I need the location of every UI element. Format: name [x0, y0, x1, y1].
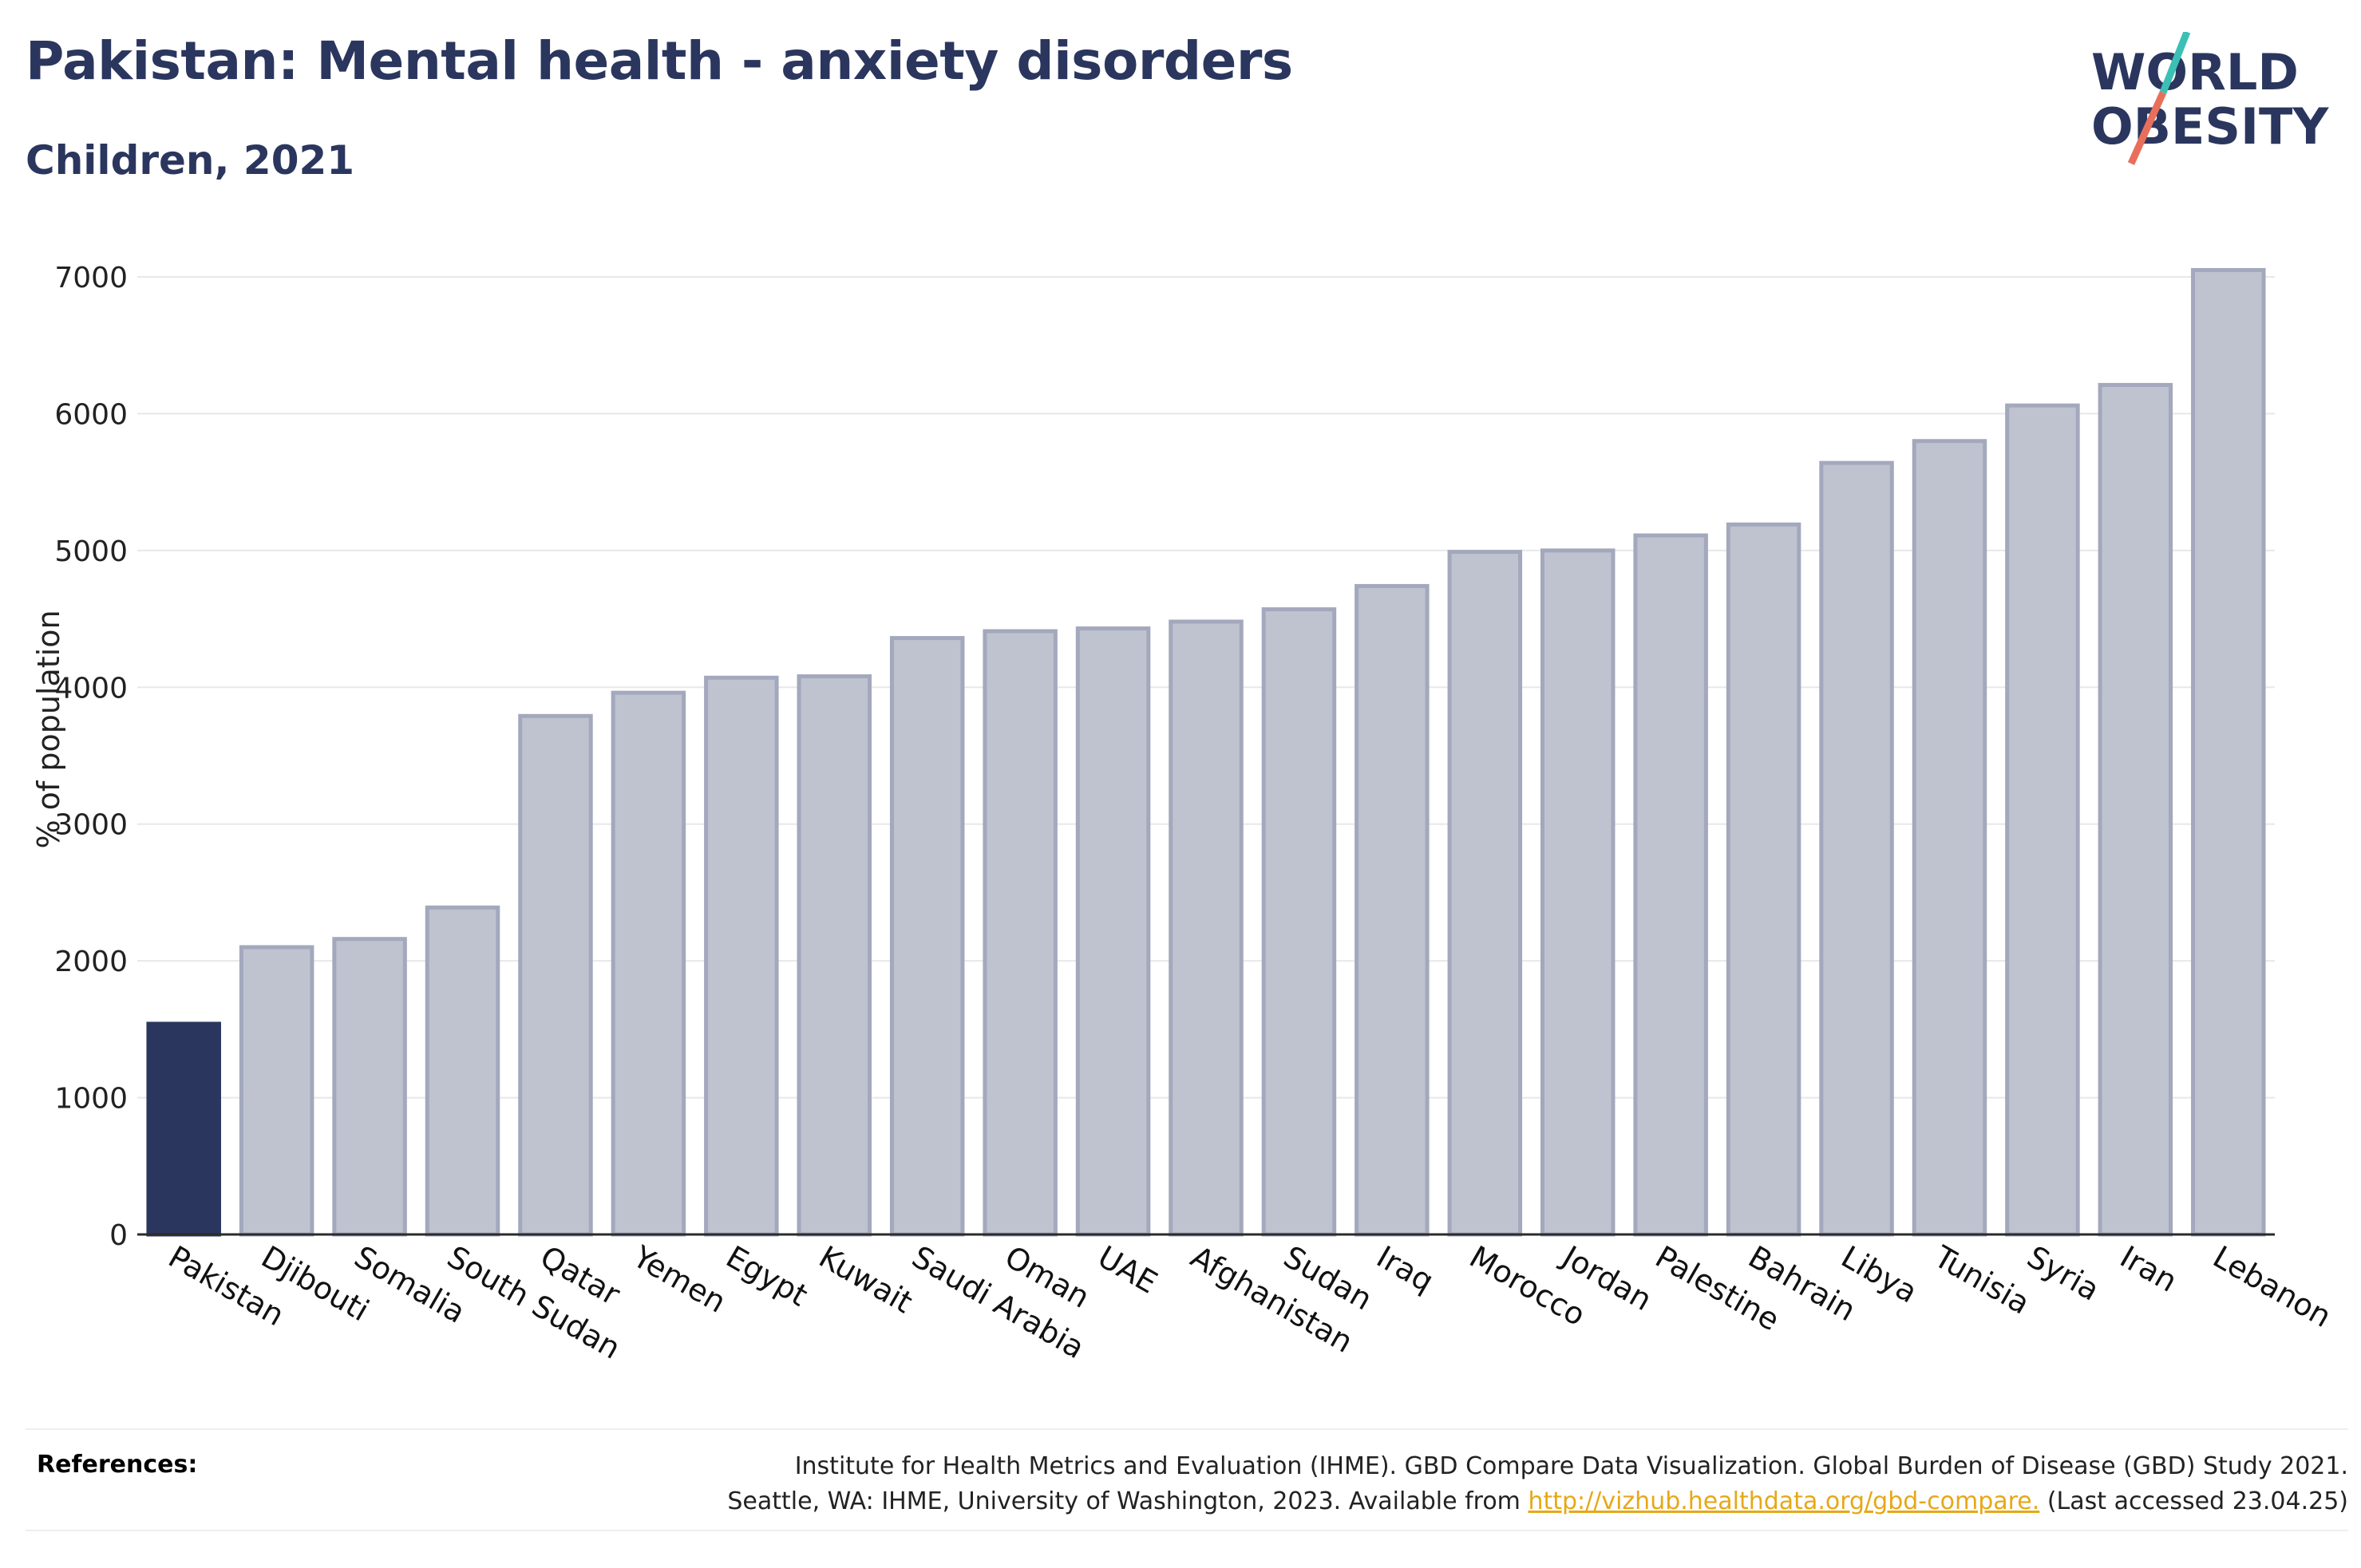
- bar-iraq[interactable]: [1355, 583, 1430, 1237]
- bar-qatar[interactable]: [518, 713, 593, 1237]
- logo-line1: WORLD: [2091, 43, 2299, 101]
- y-tick-label: 6000: [54, 398, 128, 431]
- bar-oman[interactable]: [983, 629, 1058, 1237]
- bar-jordan[interactable]: [1540, 548, 1616, 1237]
- bar-bahrain[interactable]: [1726, 522, 1801, 1237]
- y-tick-label: 7000: [54, 262, 128, 294]
- bar-south-sudan[interactable]: [425, 905, 500, 1237]
- bar-palestine[interactable]: [1633, 533, 1708, 1237]
- bar-kuwait[interactable]: [797, 674, 872, 1237]
- page-title: Pakistan: Mental health - anxiety disord…: [26, 30, 1293, 92]
- bar-morocco[interactable]: [1447, 550, 1523, 1237]
- x-tick-label: Tunisia: [1928, 1238, 2035, 1321]
- bar-djibouti[interactable]: [239, 945, 314, 1237]
- bar-pakistan[interactable]: [146, 1021, 221, 1237]
- bar-yemen[interactable]: [611, 690, 686, 1237]
- y-tick-label: 4000: [54, 672, 128, 705]
- bar-afghanistan[interactable]: [1169, 619, 1244, 1237]
- references-link[interactable]: http://vizhub.healthdata.org/gbd-compare…: [1528, 1487, 2040, 1515]
- bar-saudi-arabia[interactable]: [889, 636, 965, 1237]
- logo-slash-top: [2159, 32, 2191, 94]
- references-line2: Seattle, WA: IHME, University of Washing…: [727, 1484, 2348, 1519]
- y-tick-label: 0: [109, 1219, 128, 1252]
- x-tick-label: Iraq: [1370, 1239, 1439, 1299]
- y-axis-label: % of population: [31, 610, 66, 848]
- bar-iran[interactable]: [2098, 382, 2173, 1237]
- x-tick-label: Egypt: [720, 1239, 813, 1313]
- logo-line2: OBESITY: [2091, 97, 2329, 156]
- y-tick-label: 3000: [54, 809, 128, 842]
- bars: [146, 267, 2266, 1237]
- bar-egypt[interactable]: [704, 675, 779, 1237]
- bar-uae[interactable]: [1075, 626, 1151, 1237]
- x-tick-label: Yemen: [627, 1238, 732, 1320]
- page-subtitle: Children, 2021: [26, 137, 355, 184]
- x-tick-label: Kuwait: [813, 1239, 919, 1321]
- references-panel: References: Institute for Health Metrics…: [26, 1428, 2348, 1531]
- x-tick-label: UAE: [1092, 1239, 1163, 1301]
- bar-tunisia[interactable]: [1912, 439, 1987, 1237]
- bar-sudan[interactable]: [1261, 607, 1337, 1237]
- bar-lebanon[interactable]: [2191, 267, 2266, 1237]
- y-axis-ticks: 0 1000 2000 3000 4000 5000 6000 7000: [54, 262, 128, 1252]
- bar-somalia[interactable]: [332, 937, 407, 1237]
- references-text: Institute for Health Metrics and Evaluat…: [727, 1449, 2348, 1519]
- references-label: References:: [37, 1451, 198, 1479]
- bar-chart: 0 1000 2000 3000 4000 5000 6000 7000 PakistanDj…: [31, 262, 2337, 1366]
- x-tick-label: Syria: [2021, 1239, 2105, 1308]
- y-tick-label: 2000: [54, 946, 128, 978]
- x-tick-label: Lebanon: [2207, 1239, 2337, 1334]
- bar-libya[interactable]: [1819, 460, 1894, 1237]
- references-line2-prefix: Seattle, WA: IHME, University of Washing…: [727, 1487, 1529, 1515]
- y-tick-label: 5000: [54, 535, 128, 568]
- x-tick-label: Iran: [2114, 1239, 2183, 1299]
- y-tick-label: 1000: [54, 1083, 128, 1116]
- bar-syria[interactable]: [2005, 403, 2080, 1237]
- logo-slash-bottom: [2127, 91, 2167, 165]
- world-obesity-logo: WORLD OBESITY: [2091, 32, 2329, 165]
- references-line1: Institute for Health Metrics and Evaluat…: [794, 1452, 2348, 1480]
- references-line2-suffix: (Last accessed 23.04.25): [2039, 1487, 2348, 1515]
